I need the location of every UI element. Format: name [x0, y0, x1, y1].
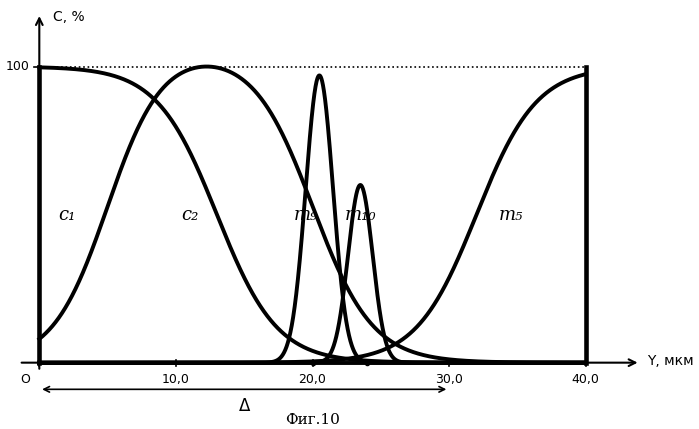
Text: c₂: c₂ — [181, 205, 199, 224]
Text: 40,0: 40,0 — [572, 373, 600, 386]
Text: 10,0: 10,0 — [162, 373, 190, 386]
Text: m₅: m₅ — [498, 205, 523, 224]
Text: 20,0: 20,0 — [298, 373, 326, 386]
Text: c₁: c₁ — [58, 205, 75, 224]
Text: 100: 100 — [6, 60, 30, 73]
Text: O: O — [21, 373, 31, 386]
Text: m₁₀: m₁₀ — [345, 205, 376, 224]
Text: m₉: m₉ — [294, 205, 318, 224]
Text: C, %: C, % — [53, 10, 85, 24]
Text: Y, мкм: Y, мкм — [647, 354, 694, 368]
Text: Δ: Δ — [238, 397, 250, 415]
Text: 30,0: 30,0 — [435, 373, 463, 386]
Text: Фиг.10: Фиг.10 — [285, 413, 340, 427]
